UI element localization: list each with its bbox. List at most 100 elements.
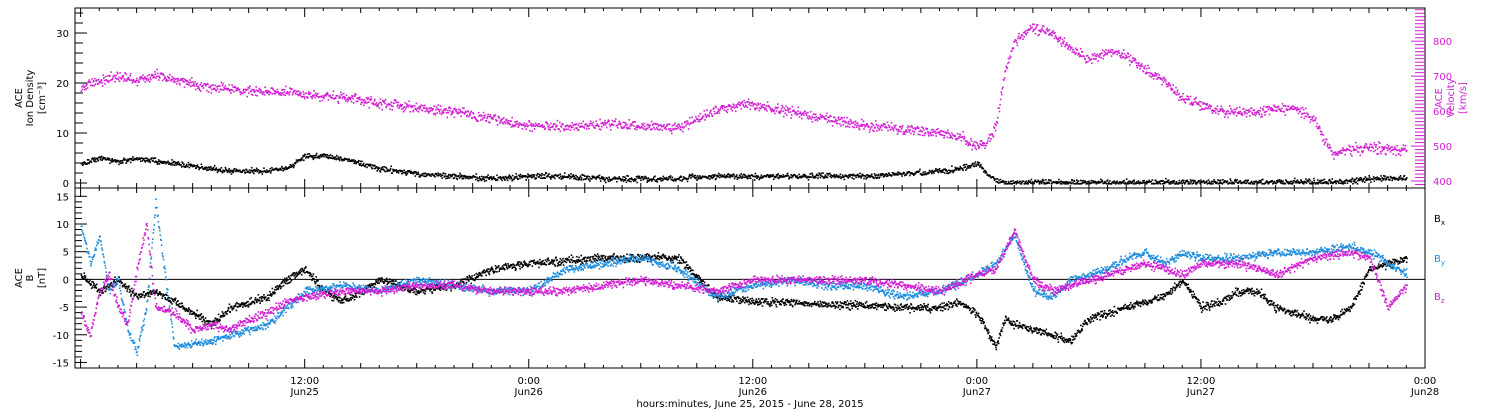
density-series-point [1309, 179, 1312, 182]
density-series-point [1137, 180, 1140, 182]
bx-series-point [93, 282, 95, 285]
bx-series-point [85, 280, 88, 282]
velocity-series-point [1371, 146, 1374, 148]
velocity-series-point [1349, 153, 1352, 155]
density-series-point [860, 175, 863, 177]
velocity-series-point [1175, 94, 1178, 96]
velocity-series-point [432, 113, 435, 115]
density-series-point [1367, 178, 1370, 181]
density-series-point [1187, 183, 1190, 185]
density-series-point [586, 176, 588, 179]
velocity-series-point [1023, 36, 1025, 38]
density-series-point [958, 167, 960, 170]
density-series-point [1079, 179, 1082, 182]
velocity-series-point [186, 79, 189, 82]
density-series-point [411, 171, 414, 174]
density-series-point [141, 157, 143, 159]
density-series-point [965, 163, 968, 166]
velocity-series-point [1360, 145, 1362, 148]
velocity-series-point [790, 114, 793, 116]
velocity-series-point [210, 85, 212, 87]
density-series-point [236, 169, 239, 172]
velocity-series-point [941, 134, 943, 136]
velocity-series-point [978, 147, 980, 149]
bx-series-point [113, 280, 115, 282]
velocity-series-point [877, 127, 879, 129]
density-series-point [97, 160, 99, 162]
velocity-series-point [734, 110, 737, 113]
bx-series-point [139, 296, 142, 298]
velocity-series-point [846, 116, 848, 119]
density-series-point [221, 170, 223, 173]
velocity-series-point [103, 77, 105, 79]
velocity-series-point [213, 88, 215, 91]
velocity-series-point [491, 117, 494, 119]
density-series-point [698, 177, 701, 180]
velocity-series-point [881, 129, 883, 131]
density-series-point [86, 163, 88, 165]
velocity-series-point [891, 126, 893, 129]
velocity-series-point [114, 80, 116, 83]
bx-series-point [81, 277, 84, 279]
velocity-series-point [880, 124, 883, 126]
density-series-point [1358, 178, 1360, 180]
velocity-series-point [244, 91, 246, 93]
density-series-point [495, 178, 498, 181]
density-series-point [119, 160, 121, 162]
velocity-series-point [1171, 87, 1173, 90]
velocity-series-point [1245, 109, 1247, 111]
velocity-series-point [1184, 102, 1187, 104]
velocity-series-point [1003, 77, 1006, 79]
density-series-point [295, 159, 298, 161]
density-series-point [543, 176, 545, 179]
velocity-series-point [499, 120, 502, 123]
velocity-series-point [364, 100, 367, 103]
density-series-point [425, 175, 427, 177]
density-series-point [1240, 182, 1243, 185]
density-series-point [661, 177, 664, 180]
density-series-point [440, 175, 442, 177]
velocity-series-point [886, 127, 888, 129]
velocity-series-point [464, 111, 466, 114]
velocity-series-point [703, 110, 706, 112]
velocity-series-point [504, 122, 507, 125]
velocity-series-point [577, 124, 580, 127]
density-series-point [360, 163, 362, 165]
velocity-series-point [943, 135, 946, 137]
velocity-series-point [96, 79, 98, 81]
density-series-point [1025, 182, 1027, 185]
bx-series-point [93, 286, 96, 289]
density-series-point [1385, 177, 1387, 180]
velocity-series-point [1003, 79, 1005, 81]
density-series-point [531, 174, 534, 176]
velocity-series-point [835, 122, 838, 125]
velocity-series-point [1223, 110, 1225, 112]
density-series-point [1150, 180, 1153, 183]
velocity-series-point [1104, 52, 1107, 54]
velocity-series-point [434, 114, 437, 116]
velocity-series-point [1128, 56, 1130, 58]
velocity-series-point [1049, 32, 1051, 35]
density-series-point [911, 172, 913, 174]
velocity-series-point [570, 125, 572, 127]
density-series-point [537, 172, 539, 175]
density-series-point [863, 177, 865, 180]
velocity-series-point [122, 76, 124, 79]
density-series-point [366, 166, 368, 169]
velocity-series-point [1290, 106, 1292, 108]
bx-series-point [132, 290, 134, 292]
velocity-series-point [292, 91, 294, 94]
density-series-point [462, 177, 465, 180]
velocity-series-point [770, 109, 772, 111]
velocity-series-point [1165, 83, 1168, 85]
density-series-point [686, 180, 689, 183]
velocity-series-point [1385, 153, 1387, 156]
density-series-point [673, 179, 675, 181]
density-series-point [669, 176, 671, 179]
density-series-point [389, 169, 391, 172]
velocity-series-point [1402, 144, 1405, 146]
density-series-point [468, 175, 471, 178]
density-series-point [187, 161, 190, 164]
velocity-series-point [1207, 107, 1209, 110]
b-tick-label: 5 [63, 248, 69, 259]
